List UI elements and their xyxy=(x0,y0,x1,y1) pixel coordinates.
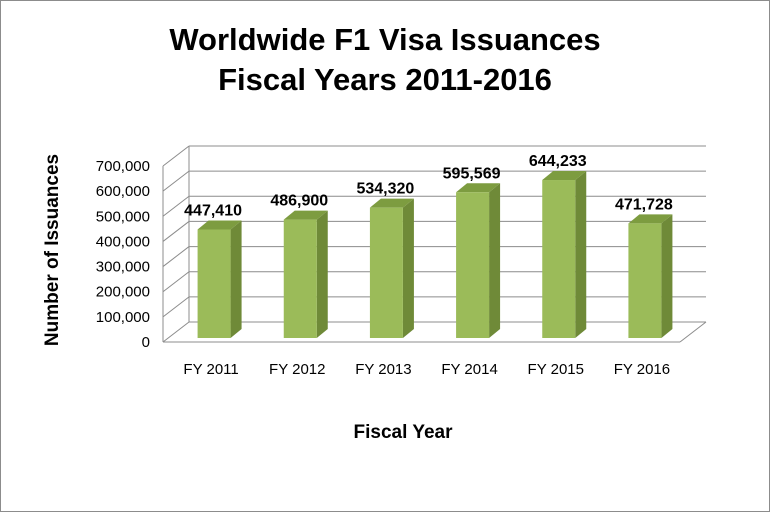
bar-side xyxy=(575,171,587,338)
gridline-side xyxy=(162,321,190,343)
bar-fy-2014 xyxy=(456,183,501,338)
bar-top xyxy=(456,183,501,193)
bar-side xyxy=(316,210,328,338)
data-label: 644,233 xyxy=(529,153,587,170)
bar-front xyxy=(197,229,231,338)
data-label: 486,900 xyxy=(270,193,328,210)
x-axis-ticks: FY 2011 FY 2012 FY 2013 FY 2014 FY 2015 FY 20… xyxy=(183,361,670,378)
data-labels: 447,410 486,900 534,320 595,569 644,233 471,7… xyxy=(184,153,673,219)
bar-top xyxy=(542,171,587,181)
bar-top xyxy=(628,214,673,224)
bar-fy-2013 xyxy=(369,198,414,338)
gridline-side xyxy=(162,271,190,293)
bar-fy-2015 xyxy=(542,171,587,338)
chart-title-line1: Worldwide F1 Visa Issuances xyxy=(169,22,601,57)
x-tick-label: FY 2015 xyxy=(528,361,584,378)
bar-front xyxy=(283,219,317,338)
y-tick-label: 300,000 xyxy=(96,259,150,276)
y-tick-label: 200,000 xyxy=(96,284,150,301)
y-tick-label: 600,000 xyxy=(96,183,150,200)
y-tick-label: 500,000 xyxy=(96,208,150,225)
gridline-side xyxy=(162,296,190,318)
data-label: 447,410 xyxy=(184,203,242,220)
x-tick-label: FY 2011 xyxy=(183,361,238,378)
bar-top xyxy=(197,220,242,230)
x-tick-label: FY 2013 xyxy=(355,361,411,378)
x-tick-label: FY 2016 xyxy=(614,361,670,378)
chart-title-line2: Fiscal Years 2011-2016 xyxy=(218,62,552,97)
chart-grid xyxy=(162,145,707,343)
x-axis-label: Fiscal Year xyxy=(354,422,454,443)
bar-side xyxy=(489,183,501,338)
bar-front xyxy=(369,207,403,338)
y-tick-label: 0 xyxy=(142,334,150,351)
x-tick-label: FY 2014 xyxy=(441,361,497,378)
data-label: 471,728 xyxy=(615,196,673,213)
gridline-side xyxy=(162,246,190,267)
y-tick-label: 700,000 xyxy=(96,158,150,175)
chart-title: Worldwide F1 Visa Issuances Fiscal Years… xyxy=(0,20,770,100)
bar-fy-2011 xyxy=(197,220,242,338)
chart-bars xyxy=(197,171,673,338)
data-label: 595,569 xyxy=(443,165,501,182)
bar-front xyxy=(456,192,490,338)
y-tick-label: 400,000 xyxy=(96,233,150,250)
y-tick-label: 100,000 xyxy=(96,309,150,326)
y-axis-label: Number of Issuances xyxy=(42,154,63,346)
bar-front xyxy=(542,180,576,338)
gridline-side xyxy=(162,195,190,217)
data-label: 534,320 xyxy=(356,181,414,198)
bar-fy-2012 xyxy=(283,210,328,338)
y-axis-ticks: 0 100,000 200,000 300,000 400,000 500,000 600,… xyxy=(96,158,150,351)
bar-fy-2016 xyxy=(628,214,673,338)
gridline-side xyxy=(162,170,190,192)
bar-top xyxy=(283,210,328,220)
gridline-side xyxy=(162,221,190,242)
bar-side xyxy=(402,198,414,338)
bar-side xyxy=(661,214,673,338)
bar-side xyxy=(230,220,242,338)
x-tick-label: FY 2012 xyxy=(269,361,325,378)
bar-front xyxy=(628,223,662,338)
bar-top xyxy=(369,198,414,208)
gridline-side xyxy=(162,145,190,167)
